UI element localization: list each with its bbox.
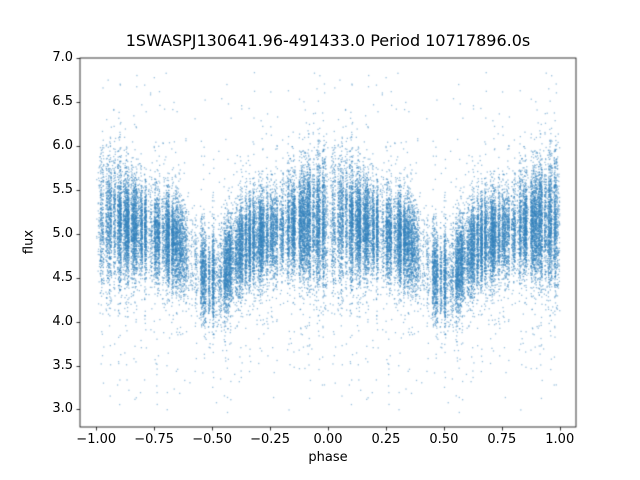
chart-title: 1SWASPJ130641.96-491433.0 Period 1071789… bbox=[125, 31, 531, 50]
x-tick-label: 0.75 bbox=[487, 432, 517, 447]
y-tick-label: 6.0 bbox=[52, 137, 73, 153]
y-tick-label: 5.0 bbox=[52, 225, 73, 241]
y-tick-label: 4.0 bbox=[52, 313, 73, 329]
x-tick-label: −0.25 bbox=[250, 432, 290, 447]
y-tick-label: 6.5 bbox=[52, 93, 73, 109]
y-tick-label: 3.5 bbox=[52, 357, 73, 373]
x-tick-label: 0.50 bbox=[429, 432, 459, 447]
x-axis-label: phase bbox=[308, 450, 348, 465]
x-tick-label: −0.50 bbox=[192, 432, 233, 447]
x-tick-label: 0.00 bbox=[313, 432, 343, 447]
y-tick-label: 5.5 bbox=[52, 181, 73, 197]
y-tick-label: 4.5 bbox=[52, 269, 73, 285]
y-tick-label: 7.0 bbox=[52, 50, 73, 65]
x-tick-label: −1.00 bbox=[76, 432, 117, 447]
x-tick-label: 1.00 bbox=[545, 432, 575, 447]
x-tick-label: 0.25 bbox=[371, 432, 401, 447]
x-tick-label: −0.75 bbox=[134, 432, 175, 447]
y-tick-label: 3.0 bbox=[52, 401, 73, 417]
